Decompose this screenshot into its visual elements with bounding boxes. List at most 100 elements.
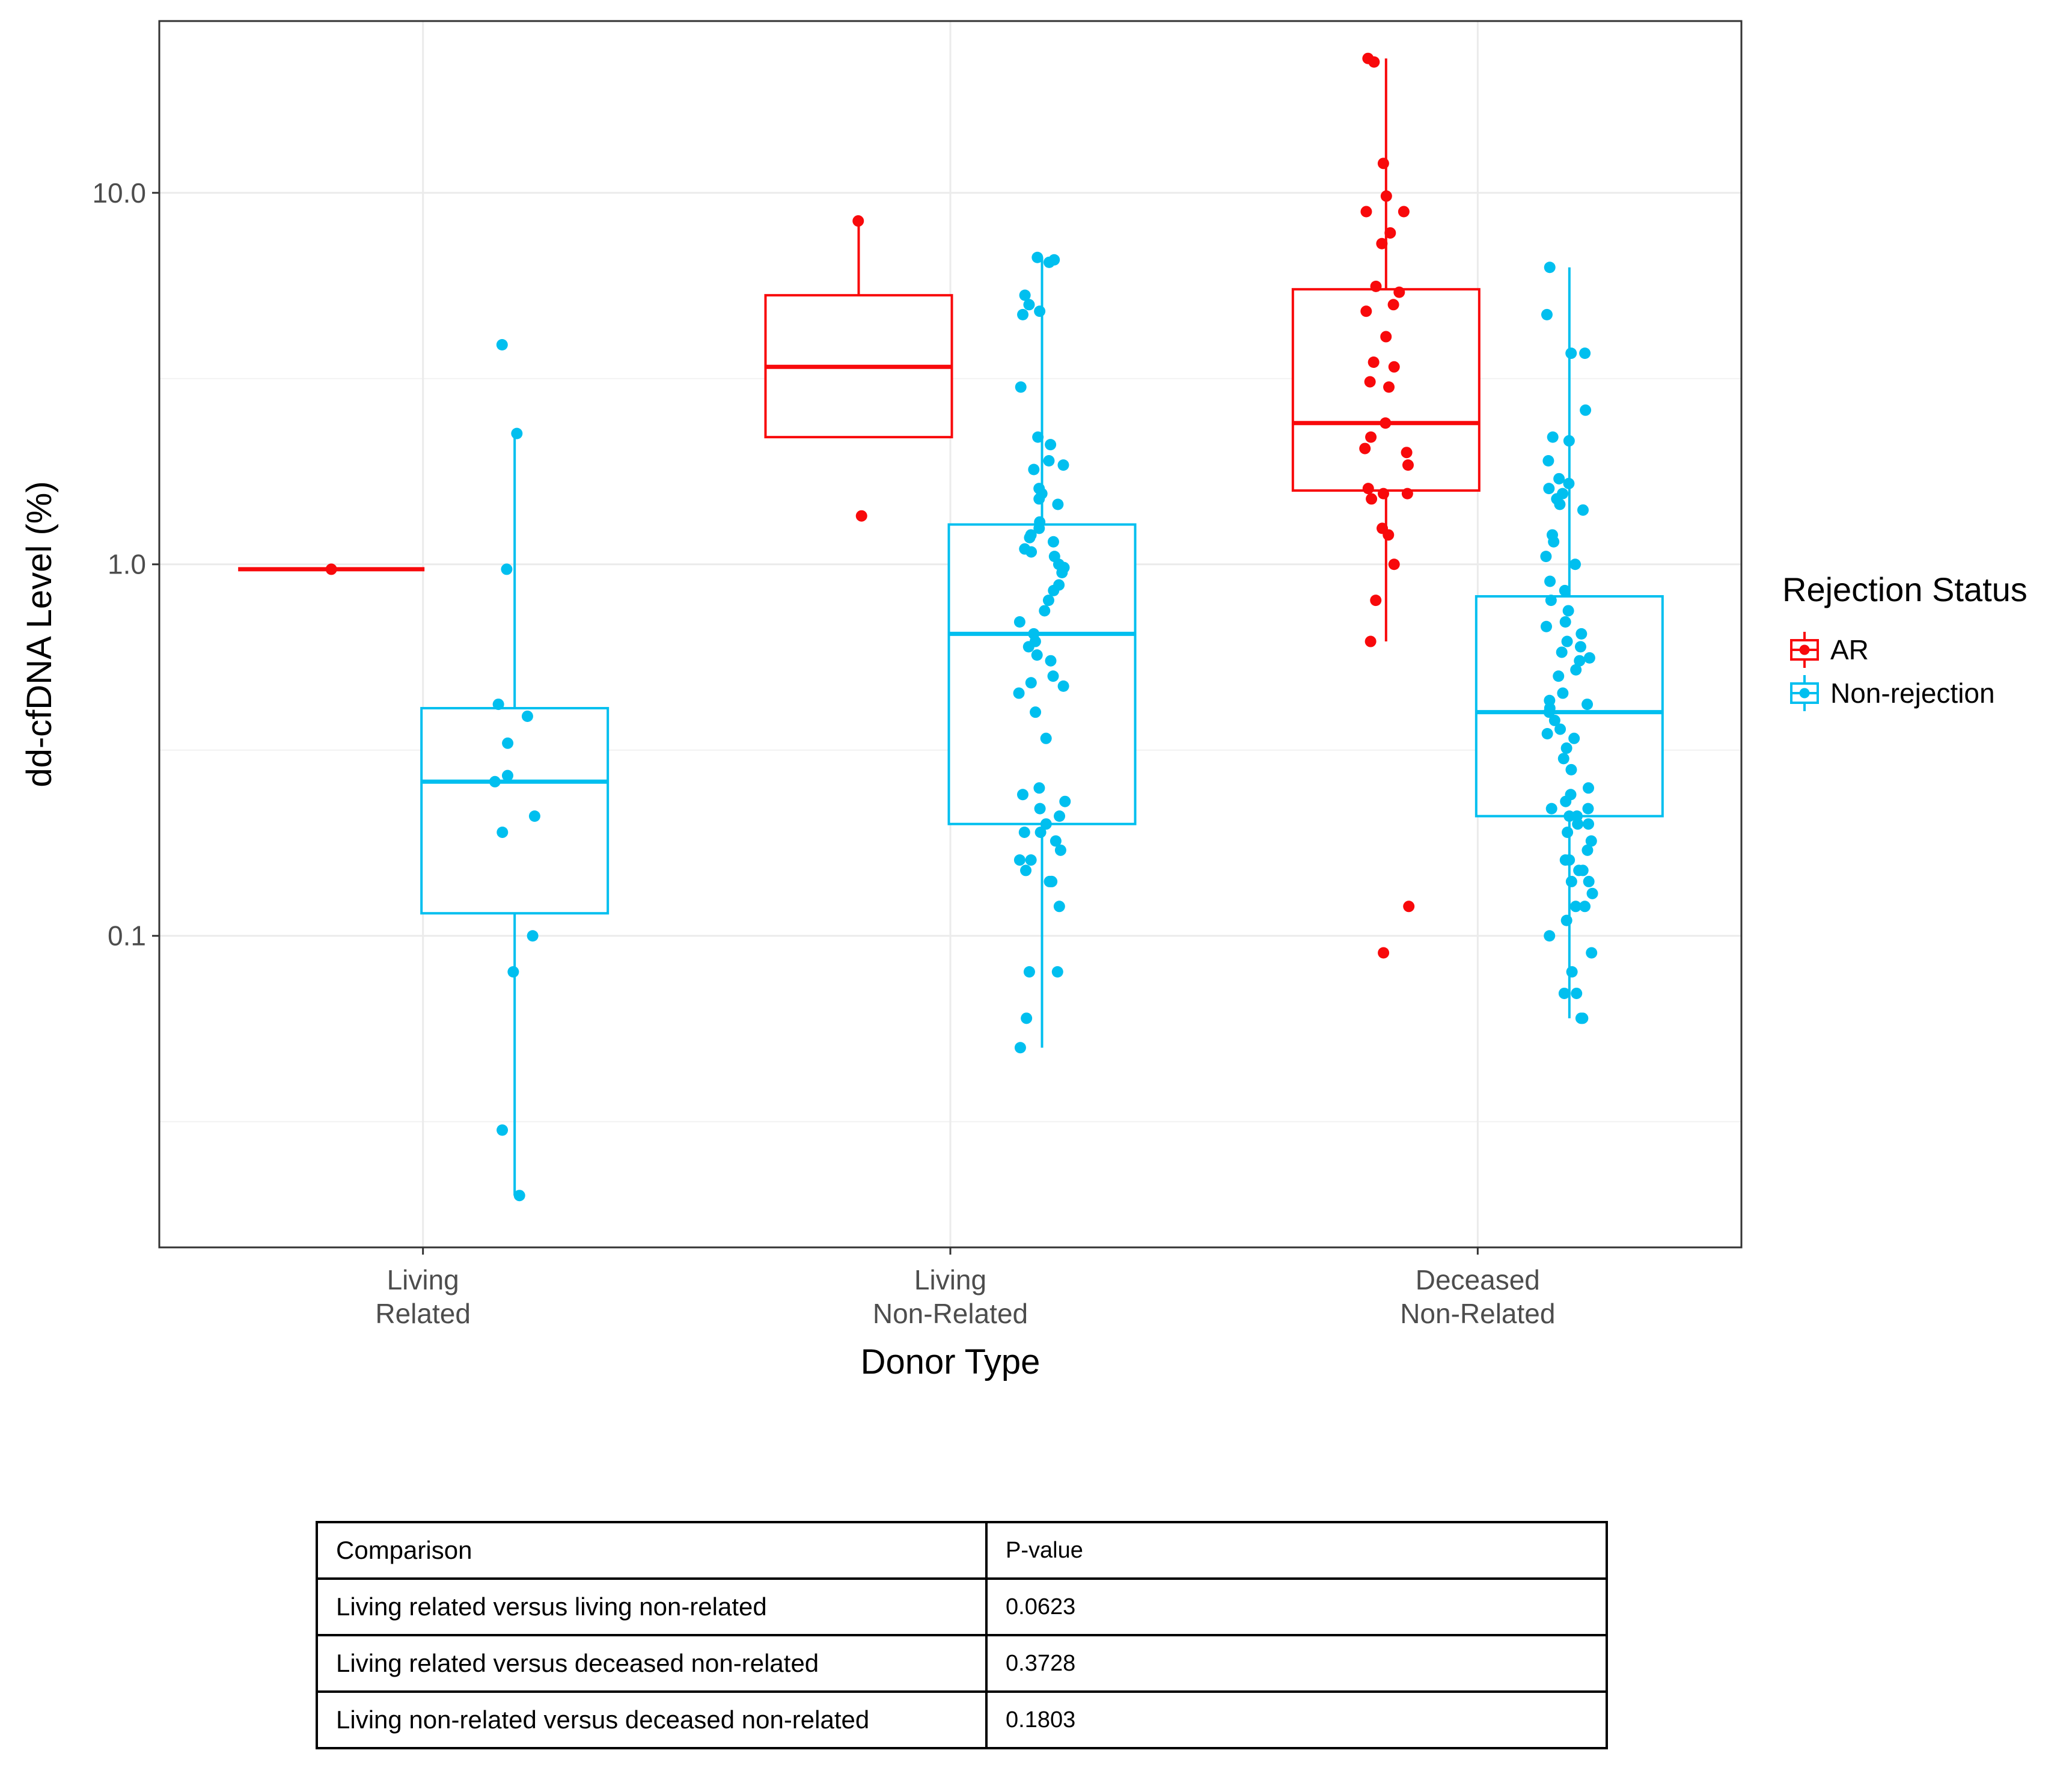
data-point bbox=[1048, 584, 1060, 596]
data-point bbox=[1028, 463, 1040, 476]
data-point bbox=[1401, 488, 1413, 500]
data-point bbox=[1056, 567, 1068, 579]
data-point bbox=[1383, 529, 1395, 541]
legend-key-point bbox=[1799, 688, 1810, 699]
data-point bbox=[1574, 641, 1586, 653]
table-row: Living non-related versus deceased non-r… bbox=[316, 1690, 1608, 1749]
data-point bbox=[1544, 262, 1556, 274]
data-point bbox=[1556, 646, 1568, 658]
data-point bbox=[1545, 595, 1557, 607]
data-point bbox=[1570, 664, 1582, 676]
data-point bbox=[1054, 844, 1066, 856]
data-point bbox=[1024, 531, 1036, 543]
legend-label: AR bbox=[1830, 634, 1869, 665]
data-point bbox=[1045, 655, 1057, 667]
x-axis-title: Donor Type bbox=[861, 1342, 1041, 1381]
axes: 0.11.010.0LivingRelatedLivingNon-Related… bbox=[92, 177, 1555, 1329]
table-cell-pvalue: 0.1803 bbox=[985, 1690, 1608, 1749]
data-point bbox=[1543, 483, 1555, 495]
data-point bbox=[1377, 488, 1389, 500]
data-point bbox=[1053, 901, 1065, 913]
data-point bbox=[1560, 742, 1572, 754]
data-point bbox=[1586, 887, 1598, 899]
data-point bbox=[1548, 536, 1560, 548]
data-point bbox=[1561, 635, 1573, 647]
data-point bbox=[1023, 966, 1035, 978]
data-point bbox=[1559, 584, 1571, 596]
data-point bbox=[1040, 818, 1052, 830]
data-point bbox=[1025, 677, 1037, 689]
data-point bbox=[1383, 381, 1395, 393]
x-tick-label: Deceased bbox=[1416, 1264, 1540, 1295]
data-point bbox=[1014, 1042, 1026, 1054]
data-point bbox=[1582, 699, 1594, 711]
data-point bbox=[1558, 987, 1570, 999]
table-row: Living related versus deceased non-relat… bbox=[316, 1634, 1608, 1693]
data-point bbox=[1025, 854, 1037, 866]
data-point bbox=[1571, 987, 1583, 999]
legend: Rejection Status AR Non-rejection bbox=[1782, 570, 2028, 711]
data-point bbox=[1563, 810, 1575, 822]
data-point bbox=[1586, 947, 1598, 959]
data-point bbox=[852, 215, 864, 227]
box-body bbox=[420, 707, 610, 915]
data-point bbox=[1563, 477, 1575, 489]
data-point bbox=[1013, 616, 1025, 628]
data-point bbox=[1572, 818, 1584, 830]
data-point bbox=[1554, 723, 1566, 735]
data-point bbox=[1583, 652, 1595, 664]
legend-label: Non-rejection bbox=[1830, 678, 1995, 709]
data-point bbox=[1387, 299, 1399, 311]
data-point bbox=[1560, 914, 1572, 926]
legend-key-ar bbox=[1790, 632, 1819, 668]
data-point bbox=[1360, 206, 1372, 218]
data-point bbox=[1043, 256, 1055, 268]
data-point bbox=[497, 1124, 509, 1136]
data-point bbox=[1043, 454, 1055, 466]
data-point bbox=[1580, 404, 1592, 416]
data-point bbox=[1384, 227, 1396, 239]
data-point bbox=[1542, 454, 1554, 466]
data-point bbox=[1583, 875, 1595, 887]
y-axis-title: dd-cfDNA Level (%) bbox=[20, 481, 59, 787]
data-point bbox=[1388, 361, 1400, 373]
box-ar bbox=[764, 222, 953, 439]
data-point bbox=[1015, 381, 1027, 393]
data-point bbox=[1047, 536, 1059, 548]
x-tick-label: Non-Related bbox=[1400, 1298, 1555, 1329]
legend-key-non-rejection bbox=[1790, 675, 1819, 711]
data-point bbox=[1057, 680, 1069, 692]
data-point bbox=[1031, 251, 1044, 263]
x-tick-label: Living bbox=[387, 1264, 459, 1295]
data-point bbox=[1364, 376, 1376, 388]
data-point bbox=[521, 710, 533, 722]
data-point bbox=[527, 930, 539, 942]
chart: 0.11.010.0LivingRelatedLivingNon-Related… bbox=[20, 20, 2028, 1381]
data-point bbox=[1034, 305, 1046, 317]
y-tick-label: 0.1 bbox=[108, 920, 146, 952]
data-point bbox=[1577, 864, 1589, 876]
table-cell-pvalue: 0.0623 bbox=[985, 1577, 1608, 1636]
data-point bbox=[1543, 706, 1555, 718]
box-body bbox=[947, 523, 1137, 825]
data-point bbox=[1365, 635, 1377, 647]
data-point bbox=[528, 810, 540, 822]
data-point bbox=[501, 563, 513, 575]
table-header-pvalue: P-value bbox=[985, 1521, 1608, 1580]
data-point bbox=[1574, 655, 1586, 667]
data-point bbox=[1563, 854, 1575, 866]
data-point bbox=[1403, 901, 1415, 913]
data-point bbox=[1541, 308, 1553, 320]
data-point bbox=[1039, 605, 1051, 617]
data-point bbox=[1022, 641, 1034, 653]
data-point bbox=[1579, 901, 1591, 913]
data-point bbox=[1569, 558, 1582, 570]
data-point bbox=[497, 826, 509, 838]
data-point bbox=[1054, 810, 1066, 822]
data-point bbox=[1050, 835, 1062, 847]
data-point bbox=[1585, 835, 1597, 847]
data-point bbox=[1045, 439, 1057, 451]
box-body bbox=[1475, 595, 1664, 818]
data-point bbox=[1368, 56, 1380, 68]
data-point bbox=[1568, 732, 1580, 744]
